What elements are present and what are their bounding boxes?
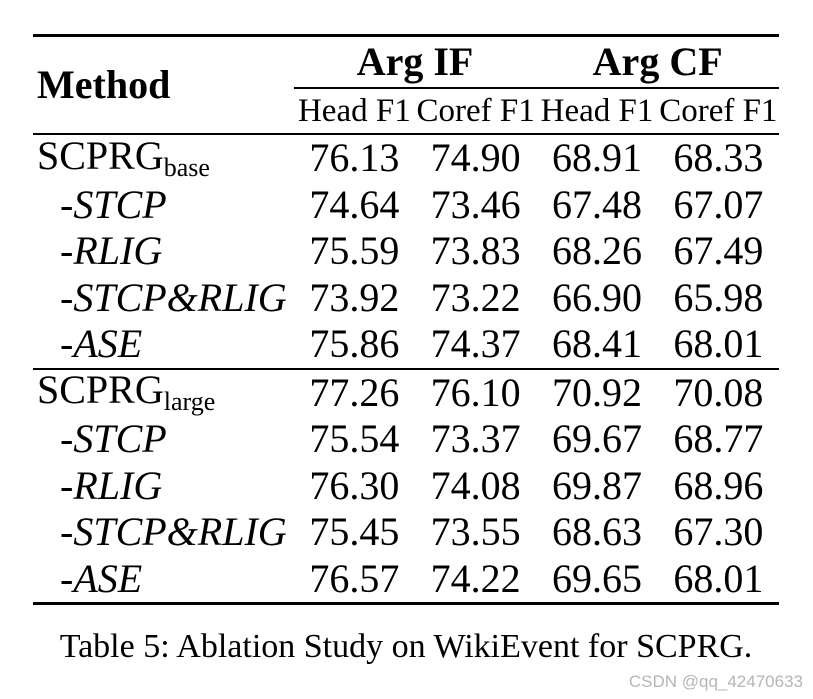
value-cell: 74.08 [430,462,521,508]
value-cell: 68.01 [673,321,764,367]
method-cell: -ASE [33,321,294,369]
method-name: -STCP&RLIG [60,274,287,320]
value-cell: 76.30 [309,462,400,508]
value-cell: 76.13 [309,135,400,181]
watermark: CSDN @qq_42470633 [628,672,803,691]
value-cell: 67.07 [673,181,764,227]
table-row: -ASE 76.57 74.22 69.65 68.01 [33,556,779,604]
value-cell: 68.77 [673,416,764,462]
method-cell: -STCP&RLIG [33,275,294,322]
table-row: -RLIG 76.30 74.08 69.87 68.96 [33,463,779,510]
header-group-row: Method Arg IF Arg CF [33,35,779,104]
value-cell: 73.37 [430,416,521,462]
method-cell: -STCP [33,416,294,463]
method-cell: -RLIG [33,463,294,510]
value-cell: 68.26 [551,228,642,274]
table-row: -ASE 75.86 74.37 68.41 68.01 [33,321,779,369]
value-cell: 69.67 [551,416,642,462]
value-cell: 73.83 [430,228,521,274]
value-cell: 76.57 [309,555,400,601]
col-header-coref-f1-cf: Coref F1 [659,92,778,129]
table-row: -STCP 74.64 73.46 67.48 67.07 [33,182,779,229]
method-name: -ASE [60,321,143,367]
table-row: -RLIG 75.59 73.83 68.26 67.49 [33,228,779,275]
table-row: SCPRGlarge 77.26 76.10 70.92 70.08 [33,368,779,417]
header-sub-row: Head F1 Coref F1 Head F1 Coref F1 [33,88,779,134]
value-cell: 70.92 [551,369,642,415]
value-cell: 68.91 [551,135,642,181]
value-cell: 74.64 [309,181,400,227]
value-cell: 66.90 [551,274,642,320]
value-cell: 65.98 [673,274,764,320]
value-cell: 68.01 [673,555,764,601]
method-subscript: large [163,387,216,417]
table-caption: Table 5: Ablation Study on WikiEvent for… [59,628,753,665]
value-cell: 75.86 [309,321,400,367]
table-row: SCPRGbase 76.13 74.90 68.91 68.33 [33,134,779,182]
value-cell: 75.59 [309,228,400,274]
value-cell: 77.26 [309,369,400,415]
table-header: Method Arg IF Arg CF Head F1 Coref F1 He… [33,35,779,134]
value-cell: 73.92 [309,274,400,320]
value-cell: 74.90 [430,135,521,181]
method-cell: -RLIG [33,228,294,275]
value-cell: 67.30 [673,509,764,555]
method-name: SCPRG [37,132,164,178]
method-subscript: base [163,152,210,182]
col-header-coref-f1-if: Coref F1 [416,92,535,129]
ablation-table: Method Arg IF Arg CF Head F1 Coref F1 He… [33,34,779,605]
col-group-arg-cf: Arg CF [536,35,779,89]
value-cell: 69.87 [551,462,642,508]
value-cell: 69.65 [551,555,642,601]
col-group-arg-if: Arg IF [293,35,537,89]
value-cell: 68.96 [673,462,764,508]
col-header-head-f1-if: Head F1 [297,92,411,129]
value-cell: 75.54 [309,416,400,462]
method-cell: -STCP&RLIG [33,509,294,556]
col-header-head-f1-cf: Head F1 [540,92,654,129]
value-cell: 75.45 [309,509,400,555]
value-cell: 73.55 [430,509,521,555]
table-body: SCPRGbase 76.13 74.90 68.91 68.33 -STCP … [33,134,779,604]
method-name: -STCP [60,181,167,227]
method-cell: -ASE [33,556,294,604]
value-cell: 70.08 [673,369,764,415]
value-cell: 68.33 [673,135,764,181]
method-cell: -STCP [33,182,294,229]
value-cell: 73.22 [430,274,521,320]
table-row: -STCP&RLIG 73.92 73.22 66.90 65.98 [33,275,779,322]
value-cell: 76.10 [430,369,521,415]
value-cell: 68.63 [551,509,642,555]
method-name: -RLIG [60,462,163,508]
col-header-method: Method [37,62,171,107]
method-name: SCPRG [37,367,164,413]
value-cell: 67.48 [551,181,642,227]
value-cell: 68.41 [551,321,642,367]
method-name: -STCP [60,416,167,462]
method-cell: SCPRGlarge [33,369,294,417]
value-cell: 73.46 [430,181,521,227]
table-row: -STCP&RLIG 75.45 73.55 68.63 67.30 [33,509,779,556]
method-name: -RLIG [60,228,163,274]
value-cell: 67.49 [673,228,764,274]
method-name: -ASE [60,555,143,601]
value-cell: 74.22 [430,555,521,601]
method-cell: SCPRGbase [33,134,294,182]
method-name: -STCP&RLIG [60,509,287,555]
value-cell: 74.37 [430,321,521,367]
table-row: -STCP 75.54 73.37 69.67 68.77 [33,416,779,463]
